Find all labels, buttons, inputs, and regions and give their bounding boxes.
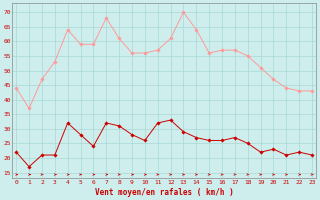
- X-axis label: Vent moyen/en rafales ( km/h ): Vent moyen/en rafales ( km/h ): [95, 188, 234, 197]
